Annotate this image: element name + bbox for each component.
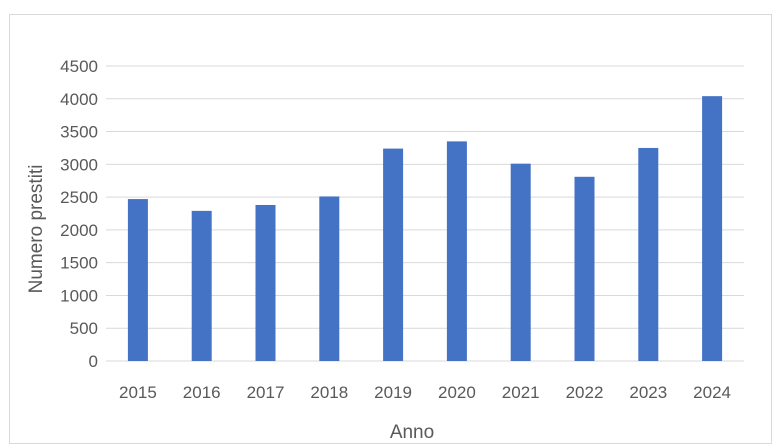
y-tick-label: 4500 bbox=[60, 57, 98, 76]
bar-2015 bbox=[127, 199, 148, 361]
x-tick-label: 2016 bbox=[183, 383, 221, 402]
y-tick-label: 3500 bbox=[60, 123, 98, 142]
bar-2022 bbox=[574, 176, 595, 361]
x-tick-label: 2021 bbox=[502, 383, 540, 402]
x-tick-labels: 2015 2016 2017 2018 2019 2020 2021 2022 2023 2024 bbox=[119, 383, 731, 402]
bar-2020 bbox=[446, 141, 467, 361]
y-axis-title: Numero prestiti bbox=[26, 165, 47, 294]
bar-2023 bbox=[638, 147, 659, 361]
bar-2018 bbox=[319, 196, 340, 361]
y-tick-labels: 0 500 1000 1500 2000 2500 3000 3500 4000 4500 bbox=[60, 57, 98, 371]
y-tick-label: 3000 bbox=[60, 155, 98, 174]
x-tick-label: 2022 bbox=[566, 383, 604, 402]
gridlines bbox=[106, 65, 744, 362]
y-tick-label: 500 bbox=[70, 319, 98, 338]
bar-2016 bbox=[191, 210, 212, 361]
bar-2017 bbox=[255, 204, 276, 361]
x-tick-label: 2024 bbox=[693, 383, 731, 402]
bar-2021 bbox=[510, 163, 531, 361]
bar-2019 bbox=[383, 148, 404, 361]
y-tick-label: 0 bbox=[89, 352, 98, 371]
bars bbox=[127, 96, 723, 362]
x-tick-label: 2015 bbox=[119, 383, 157, 402]
y-tick-label: 1500 bbox=[60, 254, 98, 273]
x-axis-title: Anno bbox=[390, 422, 434, 443]
bar-2024 bbox=[702, 96, 723, 362]
x-tick-label: 2020 bbox=[438, 383, 476, 402]
y-tick-label: 2500 bbox=[60, 188, 98, 207]
y-tick-label: 4000 bbox=[60, 90, 98, 109]
x-tick-label: 2017 bbox=[247, 383, 285, 402]
y-tick-label: 1000 bbox=[60, 286, 98, 305]
x-tick-label: 2023 bbox=[629, 383, 667, 402]
x-tick-label: 2018 bbox=[310, 383, 348, 402]
x-tick-label: 2019 bbox=[374, 383, 412, 402]
y-tick-label: 2000 bbox=[60, 221, 98, 240]
